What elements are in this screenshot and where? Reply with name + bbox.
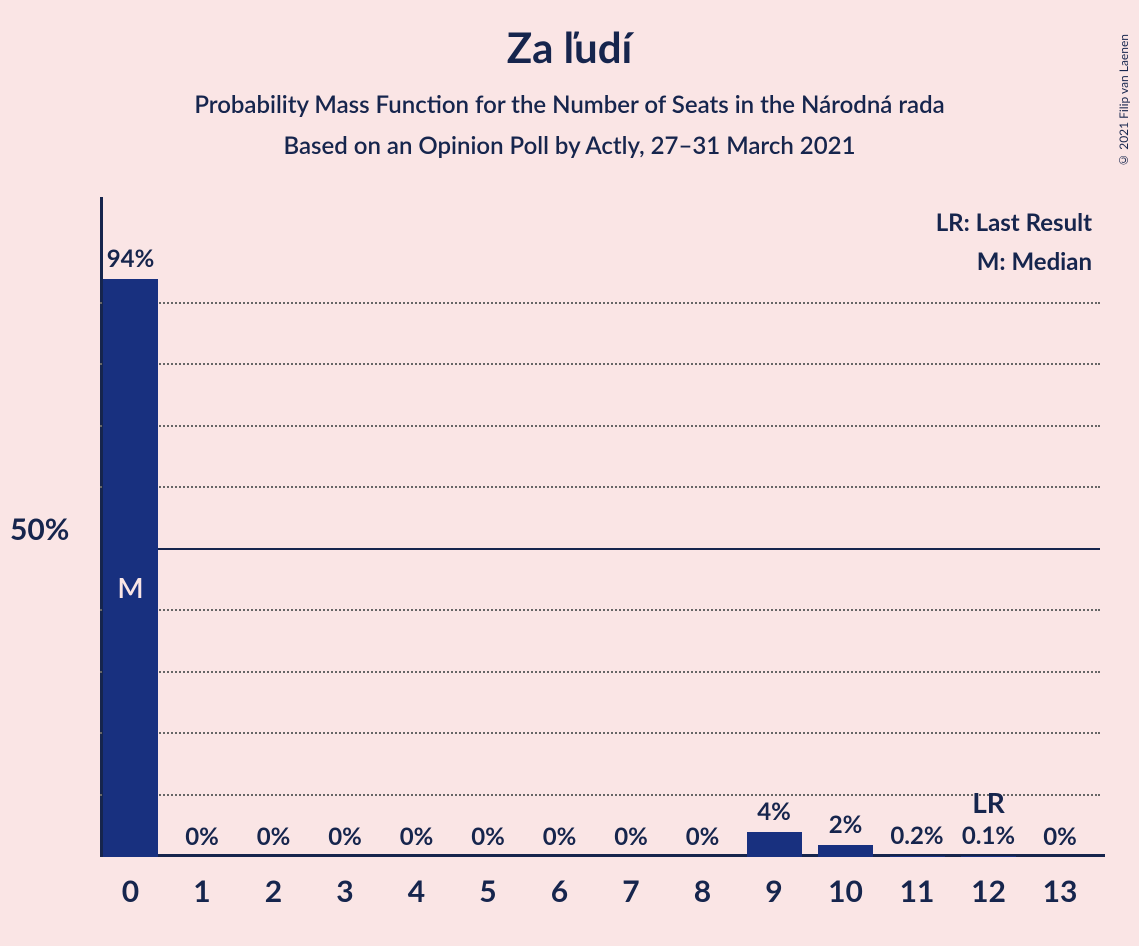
chart-subsubtitle: Based on an Opinion Poll by Actly, 27–31…: [0, 131, 1139, 160]
bar: [890, 856, 945, 857]
chart-subtitle: Probability Mass Function for the Number…: [0, 90, 1139, 119]
gridline: [100, 671, 1100, 673]
chart-title: Za ľudí: [0, 22, 1139, 72]
legend-median: M: Median: [936, 247, 1092, 276]
bar-value-label: 0.1%: [962, 821, 1015, 850]
bar-value-label: 2%: [829, 810, 863, 839]
gridline: [100, 425, 1100, 427]
bar-value-label: 0%: [185, 822, 219, 851]
bar-value-label: 0%: [257, 822, 291, 851]
bar: [961, 856, 1016, 857]
bar-value-label: 0%: [328, 822, 362, 851]
gridline: [100, 302, 1100, 304]
bar: [103, 279, 158, 857]
x-tick-label: 6: [551, 873, 568, 909]
x-tick-label: 9: [765, 873, 782, 909]
bar-value-label: 0%: [1043, 822, 1077, 851]
x-tick-label: 0: [122, 873, 139, 909]
bar-value-label: 0.2%: [890, 821, 943, 850]
bar-value-label: 0%: [543, 822, 577, 851]
x-tick-label: 3: [336, 873, 353, 909]
chart-legend: LR: Last Result M: Median: [936, 208, 1092, 286]
gridline: [100, 486, 1100, 488]
bar-value-label: 0%: [686, 822, 720, 851]
gridline-solid: [100, 548, 1100, 550]
x-tick-label: 7: [622, 873, 639, 909]
lr-marker: LR: [972, 785, 1005, 819]
x-tick-label: 10: [828, 873, 863, 909]
gridline: [100, 363, 1100, 365]
x-tick-label: 5: [479, 873, 496, 909]
x-tick-label: 1: [193, 873, 210, 909]
gridline: [100, 609, 1100, 611]
legend-lr: LR: Last Result: [936, 208, 1092, 237]
x-tick-label: 4: [408, 873, 425, 909]
x-tick-label: 12: [971, 873, 1006, 909]
chart-plot-area: LR: Last Result M: Median 94%0%0%0%0%0%0…: [100, 242, 1100, 857]
bar-value-label: 4%: [757, 797, 791, 826]
median-marker: M: [117, 570, 143, 604]
x-tick-label: 13: [1043, 873, 1078, 909]
copyright-text: © 2021 Filip van Laenen: [1116, 34, 1131, 168]
bar-value-label: 0%: [614, 822, 648, 851]
bar-value-label: 0%: [400, 822, 434, 851]
x-tick-label: 2: [265, 873, 282, 909]
bar: [747, 832, 802, 857]
y-tick-label: 50%: [10, 511, 69, 547]
gridline: [100, 732, 1100, 734]
gridline: [100, 794, 1100, 796]
x-tick-label: 11: [900, 873, 935, 909]
bar: [818, 845, 873, 857]
bar-value-label: 0%: [471, 822, 505, 851]
x-axis-line: [100, 854, 1105, 857]
x-tick-label: 8: [694, 873, 711, 909]
bar-value-label: 94%: [107, 244, 155, 273]
